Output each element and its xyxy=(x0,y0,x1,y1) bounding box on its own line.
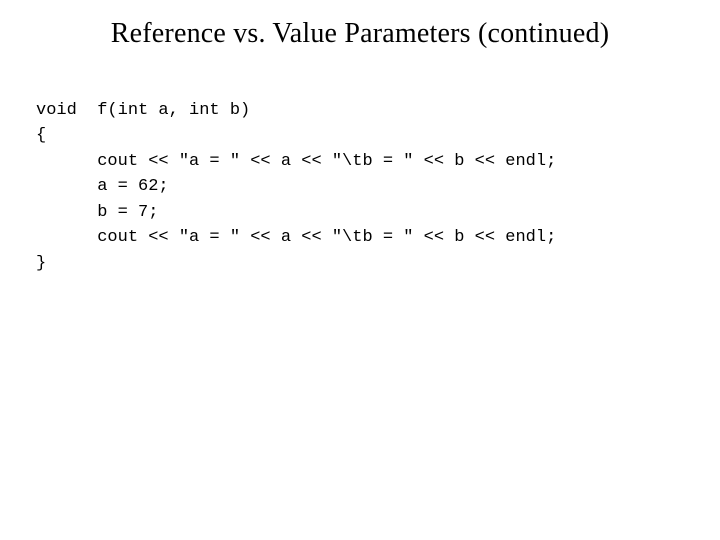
code-line: } xyxy=(36,254,46,273)
code-line: cout << "a = " << a << "\tb = " << b << … xyxy=(36,152,556,171)
slide-title: Reference vs. Value Parameters (continue… xyxy=(0,18,720,50)
code-line: void f(int a, int b) xyxy=(36,101,250,120)
code-line: a = 62; xyxy=(36,177,169,196)
code-line: { xyxy=(36,126,46,145)
code-line: b = 7; xyxy=(36,203,158,222)
code-block: void f(int a, int b) { cout << "a = " <<… xyxy=(36,72,720,302)
code-line: cout << "a = " << a << "\tb = " << b << … xyxy=(36,228,556,247)
slide: Reference vs. Value Parameters (continue… xyxy=(0,0,720,540)
